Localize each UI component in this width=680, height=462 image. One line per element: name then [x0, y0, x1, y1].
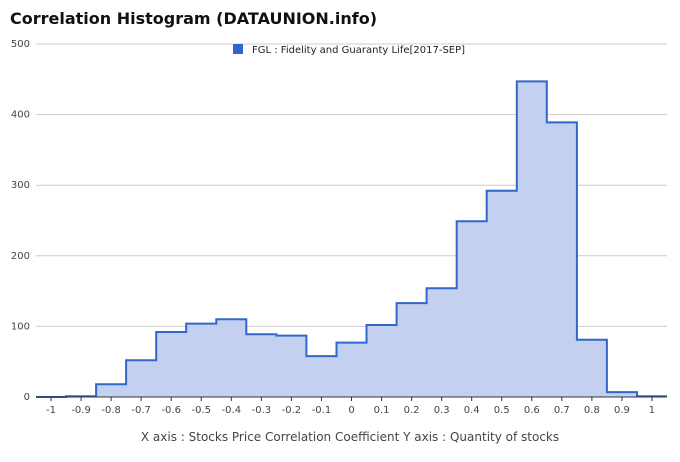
- x-tick-label: -0.8: [101, 405, 121, 416]
- histogram-bin[interactable]: [96, 384, 126, 397]
- x-tick-label: 0: [348, 405, 354, 416]
- histogram-fill: [36, 81, 667, 398]
- y-tick-label: 200: [11, 251, 30, 262]
- chart-title: Correlation Histogram (DATAUNION.info): [10, 9, 377, 28]
- histogram-bin[interactable]: [607, 392, 637, 397]
- y-tick-label: 0: [24, 392, 30, 403]
- histogram-area: [36, 80, 667, 398]
- x-tick-label: -0.7: [131, 405, 151, 416]
- histogram-bin[interactable]: [367, 325, 397, 397]
- histogram-bin[interactable]: [156, 332, 186, 397]
- x-tick-label: 0.1: [374, 405, 390, 416]
- legend-swatch: [233, 44, 243, 54]
- legend-label: FGL : Fidelity and Guaranty Life[2017-SE…: [252, 45, 465, 56]
- x-tick-label: -1: [46, 405, 56, 416]
- x-tick-label: 1: [649, 405, 655, 416]
- legend[interactable]: FGL : Fidelity and Guaranty Life[2017-SE…: [233, 44, 465, 56]
- histogram-line: [36, 80, 667, 398]
- x-tick-label: 0.5: [494, 405, 510, 416]
- x-tick-label: 0.4: [464, 405, 480, 416]
- y-tick-label: 400: [11, 110, 30, 121]
- x-tick-label: -0.4: [222, 405, 242, 416]
- histogram-bin[interactable]: [276, 336, 306, 397]
- histogram-bin[interactable]: [306, 356, 336, 397]
- histogram-bin[interactable]: [427, 288, 457, 397]
- x-tick-label: -0.6: [161, 405, 181, 416]
- y-tick-label: 300: [11, 180, 30, 191]
- histogram-bin[interactable]: [397, 303, 427, 397]
- x-tick-label: 0.7: [554, 405, 570, 416]
- histogram-bin[interactable]: [186, 324, 216, 397]
- histogram-bin[interactable]: [216, 319, 246, 397]
- histogram-bin[interactable]: [246, 334, 276, 397]
- x-tick-label: -0.9: [71, 405, 91, 416]
- x-tick-label: -0.2: [282, 405, 302, 416]
- histogram-bin[interactable]: [487, 191, 517, 397]
- x-tick-label: 0.2: [404, 405, 420, 416]
- histogram-bin[interactable]: [577, 340, 607, 397]
- x-tick-label: 0.9: [614, 405, 630, 416]
- x-tick-label: 0.8: [584, 405, 600, 416]
- histogram-bin[interactable]: [457, 221, 487, 397]
- histogram-bin[interactable]: [336, 343, 366, 397]
- axis-caption: X axis : Stocks Price Correlation Coeffi…: [141, 430, 559, 444]
- x-tick-label: -0.5: [192, 405, 212, 416]
- x-tick-label: -0.1: [312, 405, 332, 416]
- x-tick-label: -0.3: [252, 405, 272, 416]
- histogram-bin[interactable]: [547, 122, 577, 397]
- y-tick-label: 100: [11, 321, 30, 332]
- x-tick-label: 0.3: [434, 405, 450, 416]
- x-tick-label: 0.6: [524, 405, 540, 416]
- histogram-bin[interactable]: [126, 360, 156, 397]
- y-tick-label: 500: [11, 39, 30, 50]
- histogram-bin[interactable]: [517, 81, 547, 397]
- axes: 0 100 200 300 400 500 -1 -0.9 -0.8 -0.7 -0.6 -0.5 -0…: [11, 39, 667, 416]
